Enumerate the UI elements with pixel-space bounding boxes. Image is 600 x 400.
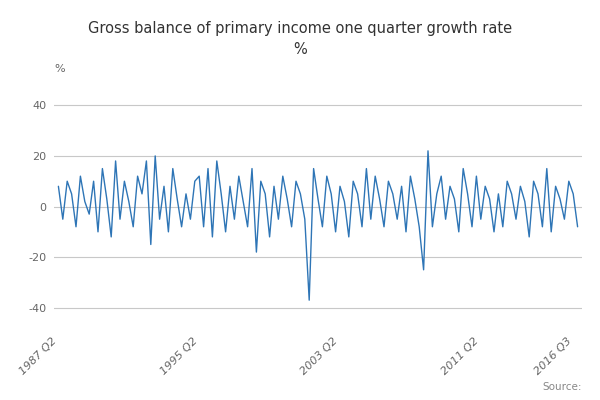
Text: Source:: Source: (542, 382, 582, 392)
Text: %: % (54, 64, 65, 74)
Text: Gross balance of primary income one quarter growth rate: Gross balance of primary income one quar… (88, 20, 512, 36)
Text: %: % (293, 42, 307, 58)
